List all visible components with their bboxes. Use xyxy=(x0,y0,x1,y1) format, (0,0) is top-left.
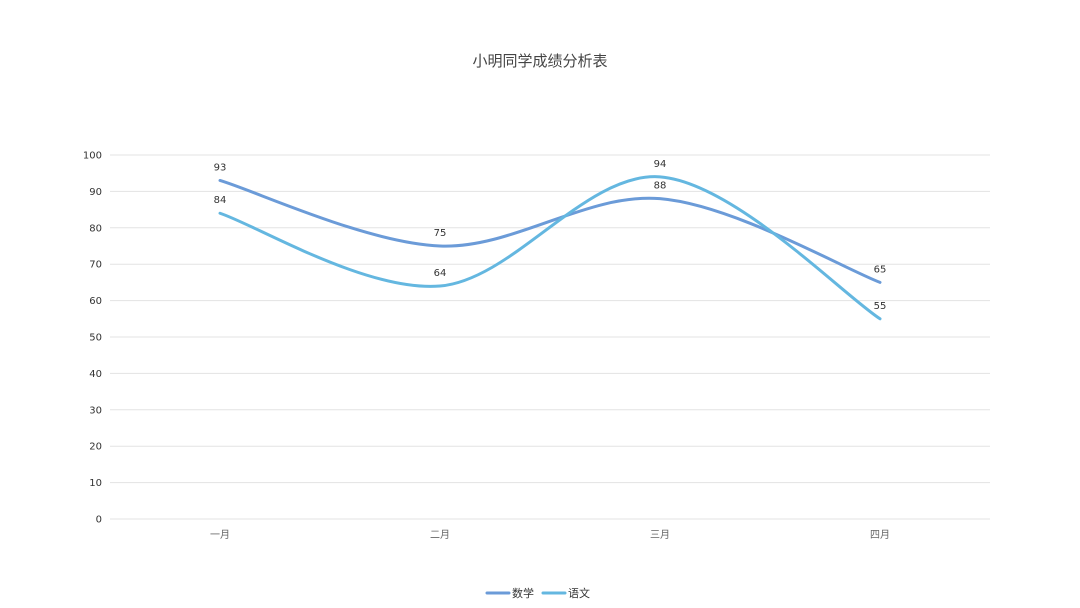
x-tick-label: 一月 xyxy=(210,529,230,541)
legend-item-math[interactable]: 数学 xyxy=(485,586,534,600)
y-tick-label: 90 xyxy=(89,187,102,198)
y-tick-label: 50 xyxy=(89,333,102,344)
y-axis: 0 10 20 30 40 50 60 70 80 90 100 xyxy=(83,151,102,526)
x-axis: 一月 二月 三月 四月 xyxy=(210,529,890,541)
y-tick-label: 70 xyxy=(89,260,102,271)
legend-item-chinese[interactable]: 语文 xyxy=(541,586,590,600)
series-line-chinese[interactable] xyxy=(218,175,882,321)
grid xyxy=(110,154,990,520)
y-tick-label: 100 xyxy=(83,151,102,162)
data-label: 84 xyxy=(214,195,227,206)
y-tick-label: 30 xyxy=(89,405,102,416)
y-tick-label: 40 xyxy=(89,369,102,380)
legend[interactable]: 数学 语文 xyxy=(485,586,590,600)
data-label: 55 xyxy=(874,301,887,312)
series xyxy=(218,175,882,321)
x-tick-label: 三月 xyxy=(650,529,670,541)
y-tick-label: 60 xyxy=(89,296,102,307)
data-labels: 93 84 75 64 88 94 65 55 xyxy=(214,159,887,312)
legend-label: 语文 xyxy=(568,586,590,600)
series-line-math[interactable] xyxy=(218,178,882,284)
data-label: 64 xyxy=(434,268,447,279)
x-tick-label: 四月 xyxy=(870,529,890,541)
y-tick-label: 10 xyxy=(89,478,102,489)
data-label: 75 xyxy=(434,228,447,239)
chart-title: 小明同学成绩分析表 xyxy=(472,52,607,70)
legend-label: 数学 xyxy=(512,586,534,600)
x-tick-label: 二月 xyxy=(430,529,450,541)
data-label: 93 xyxy=(214,162,227,173)
data-label: 94 xyxy=(654,159,667,170)
data-label: 88 xyxy=(654,181,667,192)
data-label: 65 xyxy=(874,264,887,275)
y-tick-label: 0 xyxy=(96,515,102,526)
y-tick-label: 80 xyxy=(89,223,102,234)
y-tick-label: 20 xyxy=(89,442,102,453)
